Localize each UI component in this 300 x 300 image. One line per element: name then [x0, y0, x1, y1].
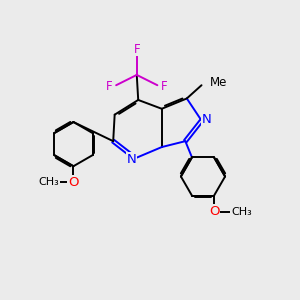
Text: O: O — [68, 176, 79, 189]
Text: CH₃: CH₃ — [38, 177, 59, 188]
Text: F: F — [134, 43, 140, 56]
Text: N: N — [127, 153, 136, 166]
Text: F: F — [106, 80, 113, 93]
Text: Me: Me — [210, 76, 227, 89]
Text: N: N — [202, 112, 212, 126]
Text: F: F — [160, 80, 167, 93]
Text: O: O — [209, 205, 219, 218]
Text: CH₃: CH₃ — [231, 207, 252, 217]
